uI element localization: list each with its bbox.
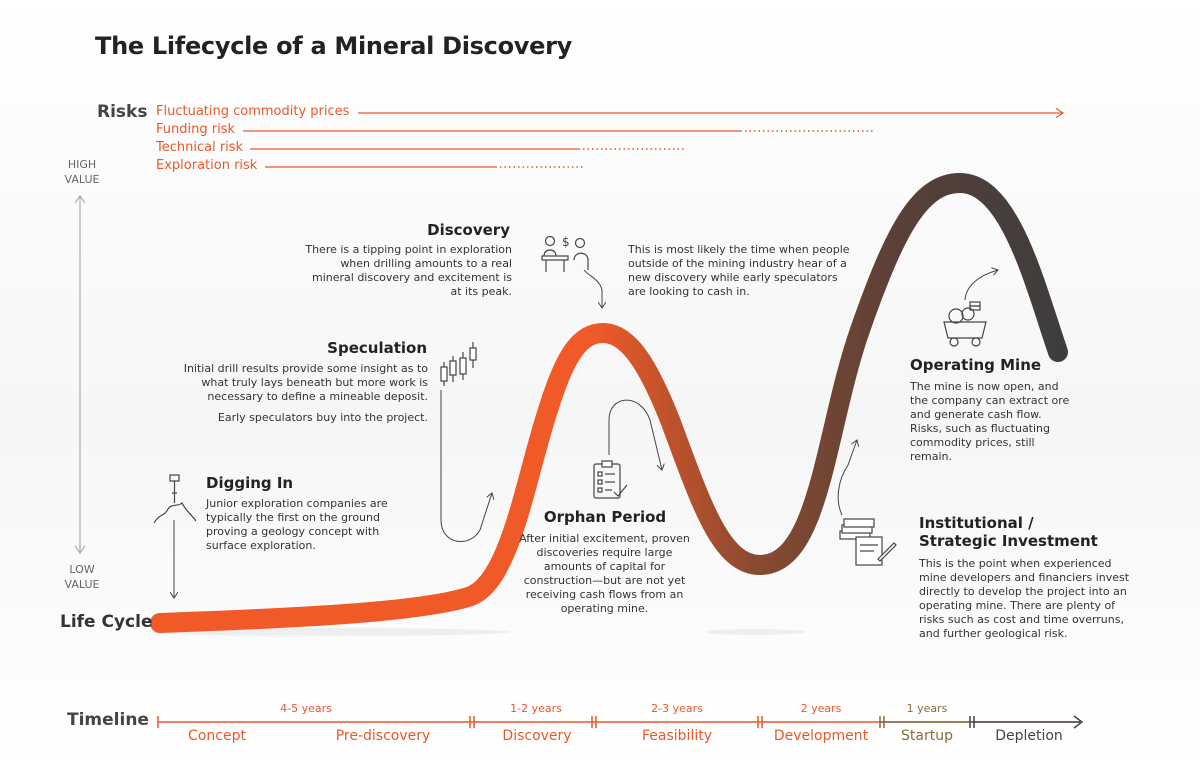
- phase-feasibility: Feasibility: [642, 728, 712, 744]
- value-axis-arrow-bottom: [74, 545, 86, 554]
- discovery-arrow: [583, 269, 602, 308]
- risk-funding: Funding risk: [156, 122, 235, 137]
- operating-mine-heading: Operating Mine: [910, 356, 1042, 374]
- phase-discovery: Discovery: [502, 728, 572, 744]
- candlestick-chart-icon: [440, 342, 477, 386]
- money-stack-contract-icon: [839, 518, 897, 566]
- timeline-ticks: [157, 716, 975, 728]
- risks-label: Risks: [97, 102, 148, 122]
- clipboard-checklist-icon: [593, 460, 628, 499]
- speculation-arrow: [440, 390, 492, 542]
- operating-mine-text: The mine is now open, and the company ca…: [910, 380, 1070, 463]
- risk-exploration: Exploration risk: [156, 158, 258, 173]
- orphan-period-text: After initial excitement, proven discove…: [519, 532, 690, 615]
- discovery-heading: Discovery: [427, 221, 510, 239]
- speculation-heading: Speculation: [327, 339, 427, 357]
- duration-concept: 4-5 years: [280, 702, 332, 715]
- phase-development: Development: [773, 728, 869, 744]
- timeline-arrow: [1073, 715, 1084, 729]
- digging-in-text: Junior exploration companies are typical…: [206, 497, 388, 552]
- high-value-label: HIGH VALUE: [64, 158, 100, 186]
- value-axis-arrow-top: [74, 195, 86, 204]
- phase-depletion: Depletion: [995, 728, 1063, 744]
- lifecycle-curve: [150, 172, 1068, 633]
- orphan-arrow: [608, 399, 662, 470]
- page-title: The Lifecycle of a Mineral Discovery: [95, 32, 572, 60]
- discovery-text: There is a tipping point in exploration …: [305, 243, 512, 298]
- people-desk-money-icon: $: [541, 235, 589, 272]
- low-value-label: LOW VALUE: [64, 563, 100, 591]
- speculation-text: Initial drill results provide some insig…: [183, 362, 428, 424]
- phase-startup: Startup: [901, 728, 953, 744]
- duration-development: 2 years: [800, 702, 842, 715]
- duration-startup: 1 years: [906, 702, 948, 715]
- mine-cart-icon: [943, 301, 987, 347]
- phase-pre-discovery: Pre-discovery: [335, 728, 431, 744]
- discovery-text-right: This is most likely the time when people…: [628, 243, 850, 298]
- lifecycle-label: Life Cycle: [60, 612, 153, 632]
- institutional-arrow: [837, 440, 857, 516]
- operating-arrow: [964, 270, 998, 301]
- pickaxe-icon: [153, 474, 197, 524]
- timeline-label: Timeline: [67, 710, 149, 730]
- duration-discovery: 1-2 years: [510, 702, 562, 715]
- institutional-heading: Institutional / Strategic Investment: [919, 514, 1098, 550]
- institutional-text: This is the point when experienced mine …: [919, 557, 1130, 640]
- phase-concept: Concept: [188, 728, 246, 744]
- svg-text:$: $: [562, 235, 570, 249]
- orphan-period-heading: Orphan Period: [543, 508, 667, 526]
- risk-commodity-prices: Fluctuating commodity prices: [156, 104, 350, 119]
- risk-technical: Technical risk: [156, 140, 244, 155]
- digging-in-heading: Digging In: [206, 474, 294, 492]
- duration-feasibility: 2-3 years: [651, 702, 703, 715]
